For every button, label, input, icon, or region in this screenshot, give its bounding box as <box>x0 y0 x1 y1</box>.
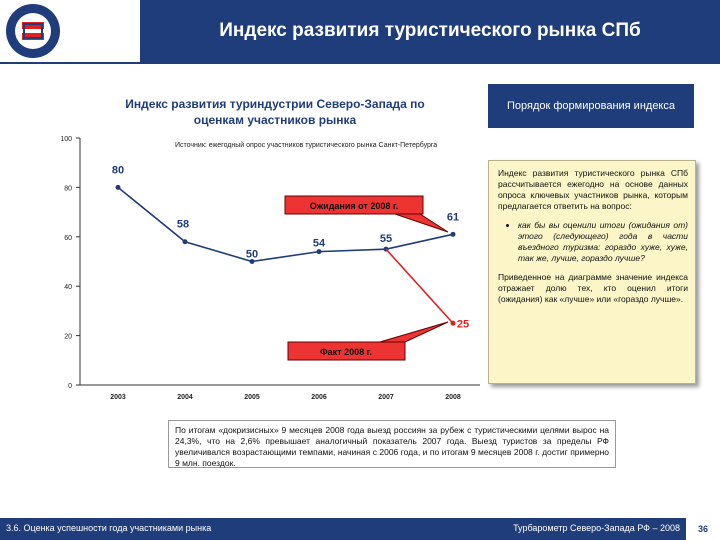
expectation-box <box>284 195 424 215</box>
data-label: 55 <box>380 233 392 245</box>
series-line-0 <box>117 186 454 263</box>
bottom-note: По итогам «докризисных» 9 месяцев 2008 г… <box>168 420 616 468</box>
x-tick-label: 2008 <box>445 394 461 401</box>
y-tick-label: 20 <box>64 334 72 341</box>
side-panel <box>488 160 696 384</box>
y-tick-label: 80 <box>64 185 72 192</box>
side-bullet: как бы вы оценили итоги (ожидания от) эт… <box>518 220 688 264</box>
data-label: 54 <box>313 238 326 250</box>
series-line-1 <box>385 248 454 324</box>
x-tick-label: 2005 <box>244 394 260 401</box>
x-tick-label: 2007 <box>378 394 394 401</box>
side-paragraph-2: Приведенное на диаграмме значение индекс… <box>498 272 688 304</box>
data-point <box>316 249 322 255</box>
footer-bar: 3.6. Оценка успешности года участниками … <box>0 518 720 540</box>
x-tick-label: 2004 <box>177 394 193 401</box>
header-divider <box>0 62 720 64</box>
data-point <box>450 320 456 326</box>
y-tick-label: 0 <box>68 383 72 390</box>
page-title: Индекс развития туристического рынка СПб <box>219 20 641 41</box>
footer-section-title: 3.6. Оценка успешности года участниками … <box>6 523 212 533</box>
data-point <box>450 231 456 237</box>
data-point <box>182 239 188 245</box>
fact-label: Факт 2008 г. <box>320 347 372 357</box>
data-label: 61 <box>447 211 459 223</box>
expectation-label: Ожидания от 2008 г. <box>310 201 398 211</box>
expectation-pointer <box>394 213 449 233</box>
data-label: 25 <box>457 318 469 330</box>
fact-box <box>287 341 406 361</box>
x-tick-label: 2006 <box>311 394 327 401</box>
y-tick-label: 60 <box>64 235 72 242</box>
side-panel-header: Порядок формирования индекса <box>488 84 694 128</box>
data-point <box>115 184 121 190</box>
y-tick-label: 100 <box>60 136 72 143</box>
data-point <box>249 259 255 264</box>
data-label: 50 <box>246 249 258 261</box>
association-logo <box>6 4 60 58</box>
footer-report-title: Турбарометр Северо-Запада РФ – 2008 <box>513 523 680 533</box>
chart-title: Индекс развития туриндустрии Северо-Запа… <box>125 97 425 127</box>
fact-pointer <box>379 321 449 343</box>
data-label: 58 <box>177 219 189 231</box>
chart-source: Источник: ежегодный опрос участников тур… <box>175 142 438 149</box>
header-bar: Индекс развития туристического рынка СПб <box>140 0 720 62</box>
data-label: 80 <box>112 164 124 176</box>
side-panel-text: Индекс развития туристического рынка СПб… <box>498 168 688 313</box>
side-paragraph-1: Индекс развития туристического рынка СПб… <box>498 168 688 211</box>
y-tick-label: 40 <box>64 284 72 291</box>
x-tick-label: 2003 <box>110 394 126 401</box>
side-bullet-list: как бы вы оценили итоги (ожидания от) эт… <box>498 220 688 264</box>
page-number: 36 <box>686 518 720 540</box>
